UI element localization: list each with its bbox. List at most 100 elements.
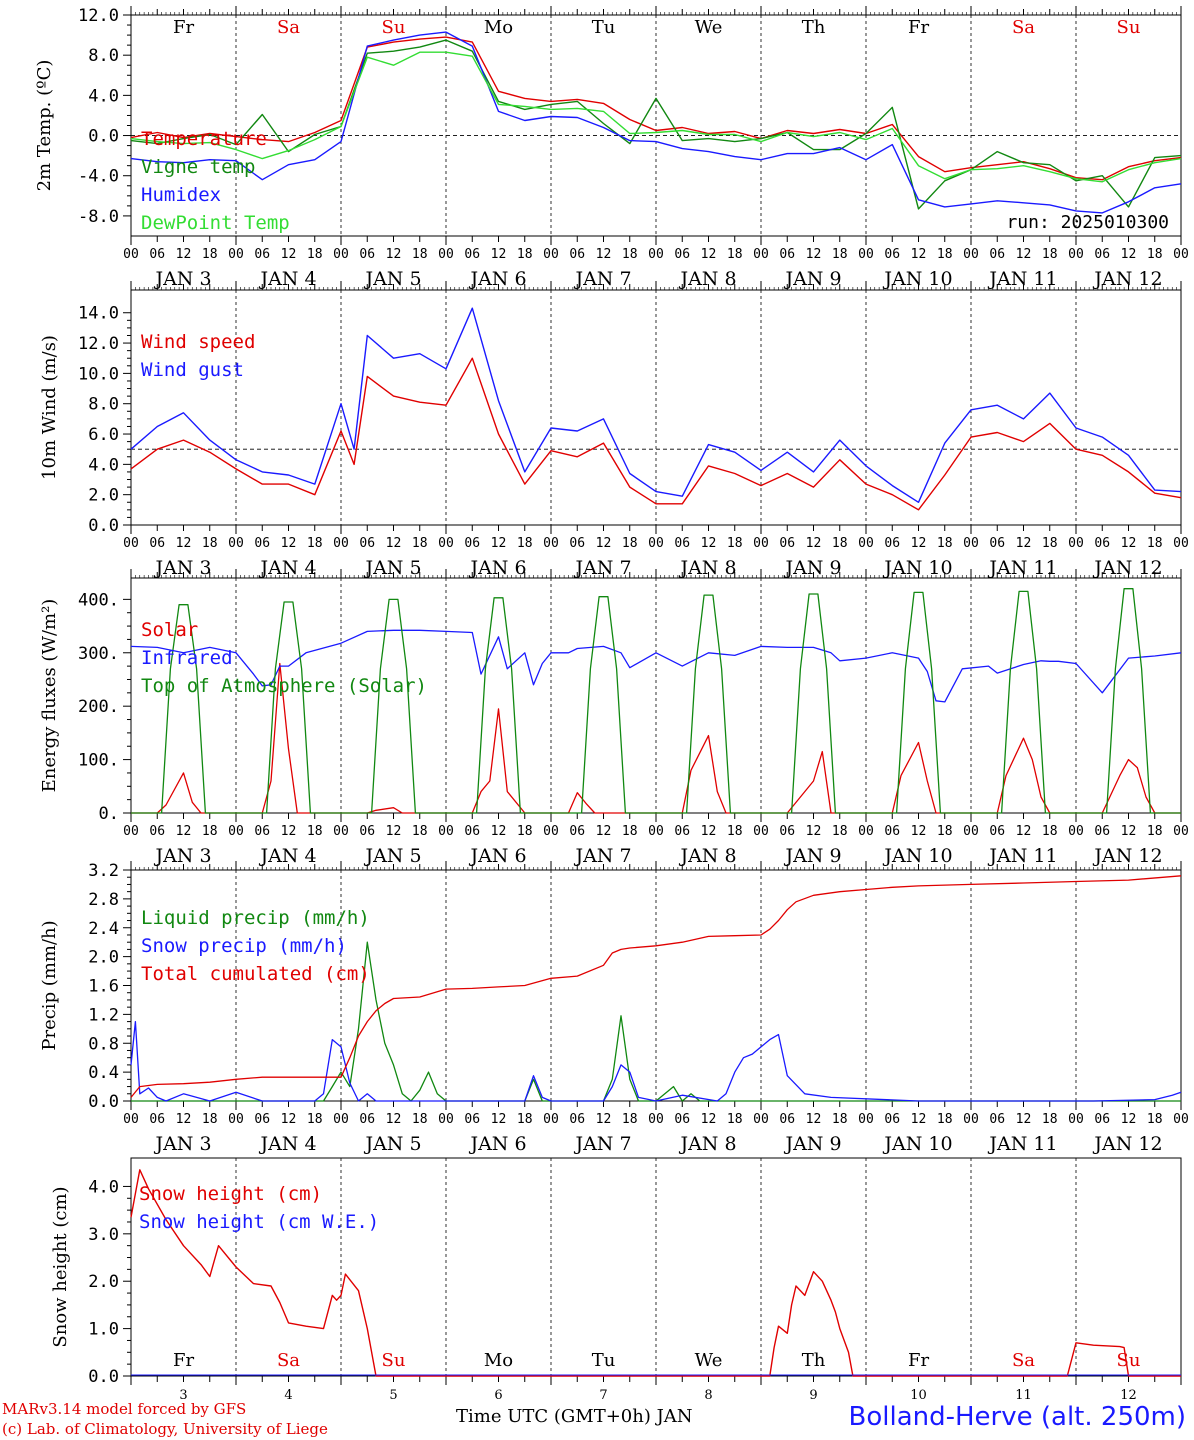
x-hour-label: 06 [254,1112,270,1127]
x-hour-label: 18 [832,536,848,551]
series-line [130,307,1182,503]
x-date-label: JAN 12 [1092,557,1162,579]
x-day-number: 9 [809,1388,817,1403]
x-hour-label: 12 [701,824,717,839]
y-tick-label: 12.0 [78,6,119,26]
y-tick-label: 2.4 [88,919,119,939]
y-axis-label: 10m Wind (m/s) [39,335,60,480]
legend-entry: Snow height (cm) [139,1183,322,1205]
x-hour-label: 00 [228,536,244,551]
x-hour-label: 18 [727,536,743,551]
x-hour-label: 00 [963,247,979,262]
y-axis-label: Precip (mm/h) [39,920,60,1050]
x-date-label: JAN 11 [987,1133,1057,1155]
series-line [130,36,1182,181]
x-hour-label: 12 [1121,1112,1137,1127]
x-day-number: 11 [1015,1388,1032,1403]
x-hour-label: 12 [386,824,402,839]
x-date-label: JAN 9 [783,845,841,867]
x-date-label: JAN 5 [363,268,421,290]
legend-entry: Temperature [141,128,267,150]
x-hour-label: 18 [937,824,953,839]
x-hour-label: 00 [753,1112,769,1127]
x-date-label: JAN 4 [258,845,316,867]
x-hour-label: 06 [1094,1112,1110,1127]
x-hour-label: 00 [333,824,349,839]
weekday-label: Su [382,17,406,38]
x-hour-label: 12 [491,824,507,839]
x-date-label: JAN 9 [783,1133,841,1155]
legend-entry: Humidex [141,184,221,206]
x-hour-label: 12 [1016,1112,1032,1127]
x-hour-label: 06 [989,247,1005,262]
x-hour-label: 06 [464,1112,480,1127]
x-hour-label: 18 [1042,1112,1058,1127]
x-hour-label: 06 [1094,536,1110,551]
x-hour-label: 00 [1068,536,1084,551]
x-hour-label: 00 [1068,247,1084,262]
weekday-label: Sa [1012,1350,1035,1371]
panel-1 [123,6,1182,245]
x-hour-label: 18 [412,824,428,839]
x-date-label: JAN 8 [678,557,736,579]
x-hour-label: 00 [543,536,559,551]
y-tick-label: 0.4 [88,1063,119,1083]
x-hour-label: 18 [937,247,953,262]
x-hour-label: 12 [911,536,927,551]
y-tick-label: 0.8 [88,1034,119,1054]
x-date-label: JAN 7 [573,557,631,579]
x-hour-label: 18 [937,1112,953,1127]
x-date-label: JAN 10 [882,1133,952,1155]
x-hour-label: 18 [622,1112,638,1127]
x-hour-label: 18 [832,247,848,262]
y-tick-label: 1.0 [88,1320,119,1340]
x-hour-label: 12 [701,536,717,551]
x-hour-label: 18 [517,536,533,551]
x-hour-label: 06 [884,536,900,551]
x-hour-label: 06 [464,536,480,551]
y-tick-label: 0.0 [88,127,119,147]
x-hour-label: 12 [386,247,402,262]
x-hour-label: 18 [517,824,533,839]
x-hour-label: 18 [1147,1112,1163,1127]
x-hour-label: 00 [648,1112,664,1127]
series-line [130,51,1182,183]
x-date-label: JAN 10 [882,557,952,579]
legend-entry: Wind gust [141,359,244,381]
x-hour-label: 00 [753,536,769,551]
x-hour-label: 12 [806,1112,822,1127]
x-date-label: JAN 7 [573,268,631,290]
x-hour-label: 06 [464,824,480,839]
series-line [131,588,1181,814]
x-hour-label: 18 [622,824,638,839]
x-hour-label: 06 [989,1112,1005,1127]
x-hour-label: 00 [123,1112,139,1127]
y-axis-label: Energy fluxes (W/m²) [39,599,60,793]
weekday-label: Fr [908,1350,929,1371]
weekday-label: Su [1117,1350,1141,1371]
weekday-label: Sa [277,1350,300,1371]
x-date-label: JAN 5 [363,1133,421,1155]
x-hour-label: 06 [779,824,795,839]
x-hour-label: 12 [176,824,192,839]
x-hour-label: 12 [281,536,297,551]
x-date-label: JAN 6 [468,557,526,579]
x-date-label: JAN 8 [678,845,736,867]
x-hour-label: 06 [779,1112,795,1127]
series-line [130,875,1182,1098]
x-date-label: JAN 3 [153,1133,211,1155]
x-hour-label: 06 [569,536,585,551]
x-date-label: JAN 9 [783,557,841,579]
x-hour-label: 06 [359,1112,375,1127]
x-hour-label: 12 [911,824,927,839]
x-date-label: JAN 12 [1092,845,1162,867]
x-hour-label: 06 [359,247,375,262]
weekday-label: Th [802,17,826,38]
x-date-label: JAN 6 [468,845,526,867]
x-hour-label: 00 [753,824,769,839]
x-hour-label: 18 [307,1112,323,1127]
series-line [130,629,1182,703]
x-hour-label: 06 [149,1112,165,1127]
x-hour-label: 06 [254,247,270,262]
x-hour-label: 12 [701,247,717,262]
